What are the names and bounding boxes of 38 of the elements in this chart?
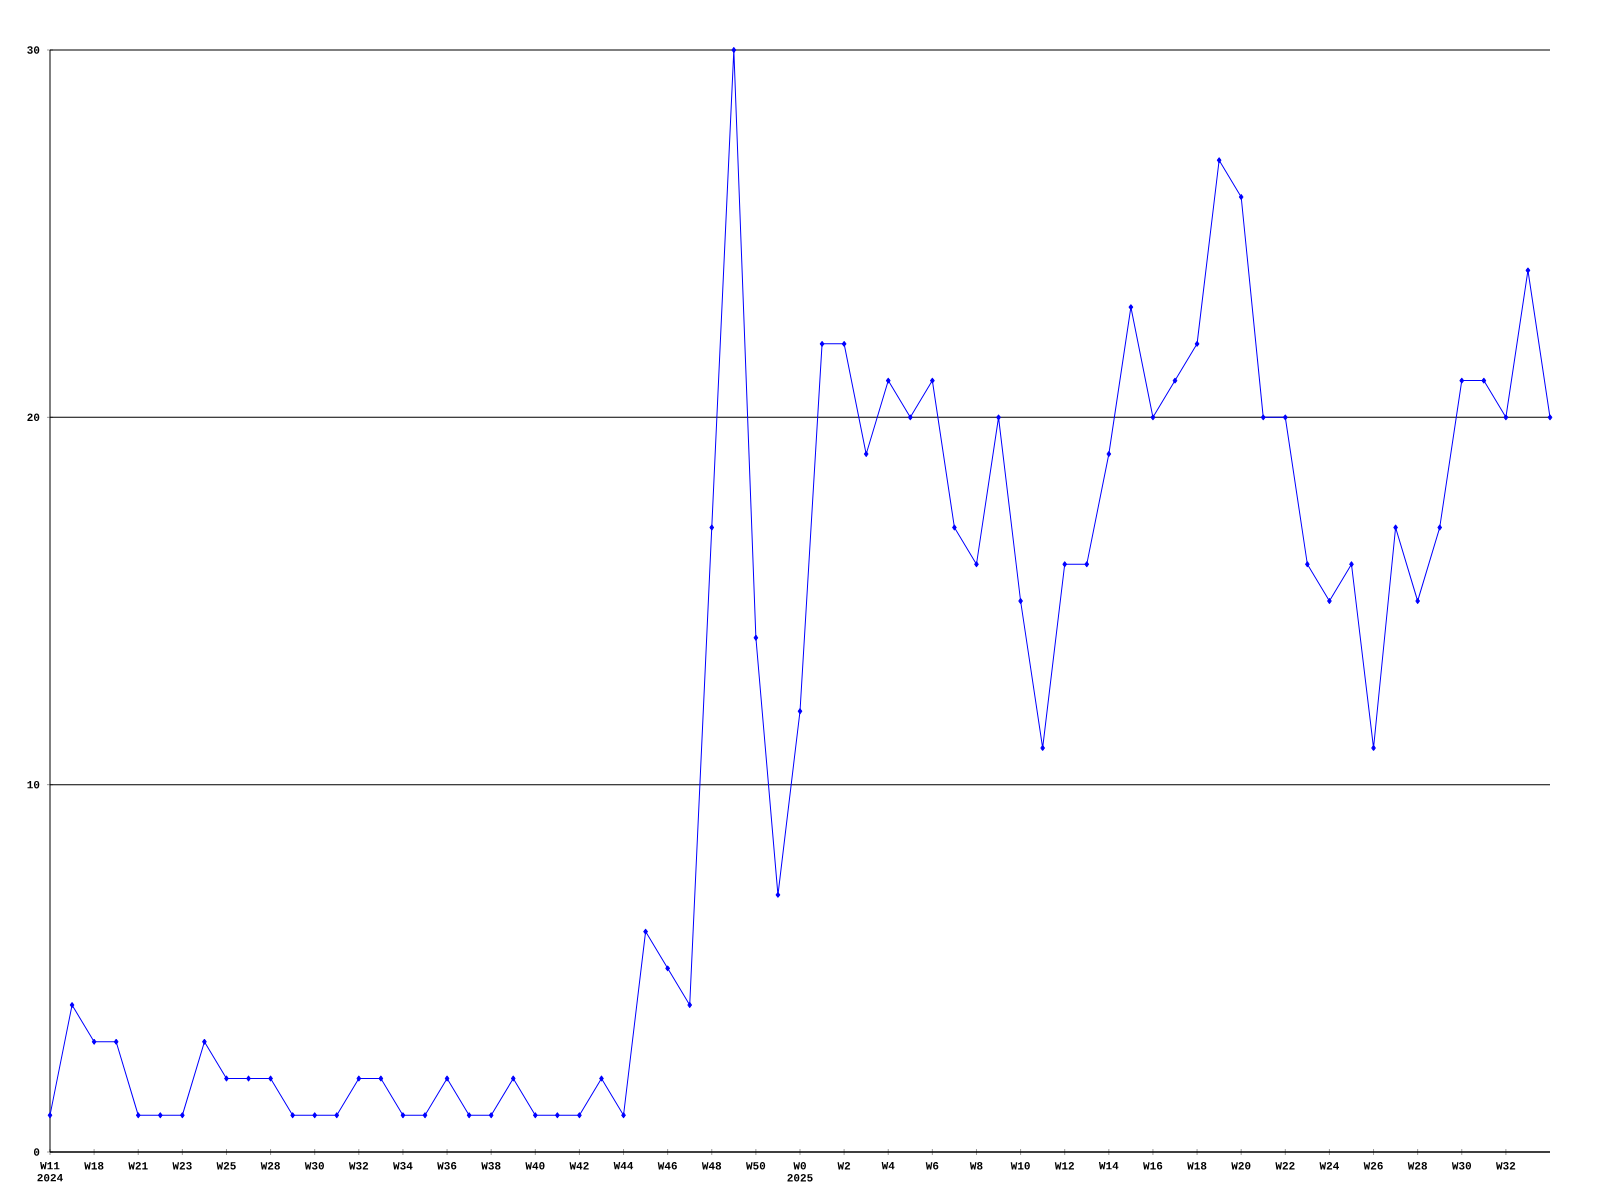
x-tick-label: W6: [925, 1162, 939, 1170]
x-tick-label: W40: [525, 1162, 545, 1170]
x-tick-label: W14: [1098, 1162, 1119, 1170]
x-tick-label: W21: [128, 1162, 148, 1170]
x-tick-label: W2: [837, 1162, 851, 1170]
x-tick-label: W24: [1319, 1162, 1339, 1170]
x-tick-label: W25: [216, 1162, 236, 1170]
y-tick-label: 30: [27, 46, 40, 54]
y-tick-label: 20: [27, 413, 40, 422]
x-tick-label: W8: [969, 1162, 983, 1170]
x-tick-label: W50: [745, 1162, 766, 1170]
x-tick-label: W34: [393, 1162, 413, 1170]
x-tick-label: W32: [1495, 1162, 1516, 1170]
x-tick-label: W44: [613, 1162, 634, 1170]
x-tick-label: W10: [1010, 1162, 1030, 1170]
x-tick-label: W16: [1143, 1162, 1163, 1170]
x-tick-label: W20: [1231, 1162, 1251, 1170]
x-tick-label: W36: [437, 1162, 457, 1170]
x-tick-label: W23: [172, 1162, 192, 1170]
x-tick-label: W30: [304, 1162, 324, 1170]
x-tick-label: W11 2024: [37, 1162, 63, 1182]
x-tick-label: W18: [84, 1162, 104, 1170]
x-tick-label: W38: [481, 1162, 501, 1170]
x-tick-label: W12: [1054, 1162, 1074, 1170]
x-tick-label: W32: [348, 1162, 369, 1170]
x-tick-label: W30: [1451, 1162, 1472, 1170]
x-tick-label: W4: [881, 1162, 895, 1170]
x-tick-label: W0 2025: [787, 1162, 813, 1182]
x-tick-label: W28: [260, 1162, 280, 1170]
x-tick-label: W48: [701, 1162, 722, 1170]
y-tick-label: 10: [27, 780, 40, 789]
x-tick-label: W42: [569, 1162, 589, 1170]
x-tick-label: W46: [657, 1162, 677, 1170]
x-tick-label: W28: [1407, 1162, 1427, 1170]
x-tick-label: W26: [1363, 1162, 1383, 1170]
y-tick-label: 0: [33, 1148, 40, 1156]
x-tick-label: W22: [1275, 1162, 1295, 1170]
x-tick-label: W18: [1187, 1162, 1207, 1170]
